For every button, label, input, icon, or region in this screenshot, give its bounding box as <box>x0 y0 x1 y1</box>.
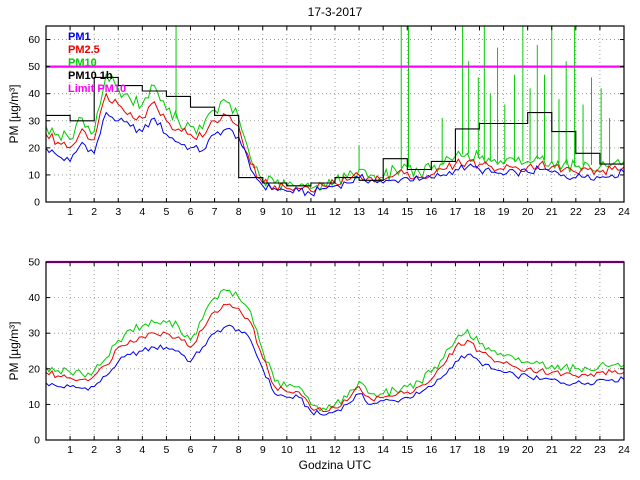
x-tick-label: 8 <box>236 444 242 456</box>
y-tick-label: 40 <box>28 88 40 100</box>
y-tick-label: 0 <box>34 435 40 447</box>
x-tick-label: 18 <box>474 206 486 218</box>
x-tick-label: 16 <box>425 206 437 218</box>
x-tick-label: 23 <box>594 206 606 218</box>
x-tick-label: 6 <box>188 444 194 456</box>
x-tick-label: 7 <box>212 206 218 218</box>
x-tick-label: 8 <box>236 206 242 218</box>
legend-item-pm1: PM1 <box>68 31 91 43</box>
x-tick-label: 14 <box>377 206 389 218</box>
legend-item-pm2-5: PM2.5 <box>68 44 100 56</box>
x-tick-label: 17 <box>450 206 462 218</box>
x-tick-label: 13 <box>353 206 365 218</box>
legend: PM1 PM2.5 PM10 PM10 1h Limit PM10 <box>68 31 126 96</box>
x-tick-label: 18 <box>474 444 486 456</box>
x-tick-label: 10 <box>281 444 293 456</box>
x-tick-label: 11 <box>305 206 316 218</box>
x-tick-label: 19 <box>498 206 510 218</box>
x-tick-label: 9 <box>260 206 266 218</box>
x-tick-label: 4 <box>139 206 145 218</box>
y-tick-label: 30 <box>28 115 40 127</box>
x-tick-label: 21 <box>546 206 558 218</box>
y-tick-label: 20 <box>28 142 40 154</box>
x-tick-label: 19 <box>498 444 510 456</box>
x-tick-label: 14 <box>377 444 389 456</box>
y-tick-label: 10 <box>28 169 40 181</box>
x-tick-label: 1 <box>67 444 73 456</box>
x-tick-label: 24 <box>618 444 630 456</box>
x-tick-label: 9 <box>260 444 266 456</box>
bottom-y-axis-label: PM [µg/m³] <box>7 321 21 381</box>
x-axis-label: Godzina UTC <box>298 458 372 472</box>
x-tick-label: 22 <box>570 444 582 456</box>
x-tick-label: 20 <box>522 206 534 218</box>
x-tick-label: 7 <box>212 444 218 456</box>
x-tick-label: 3 <box>115 444 121 456</box>
y-tick-label: 40 <box>28 292 40 304</box>
x-tick-label: 5 <box>163 206 169 218</box>
x-tick-label: 12 <box>329 206 341 218</box>
top-chart: 1 2 3 4 5 6 7 8 9 10 11 12 13 14 15 16 17 18 19 20 21 22 23 240… <box>28 25 630 218</box>
x-tick-label: 11 <box>305 444 316 456</box>
x-tick-label: 16 <box>425 444 437 456</box>
x-tick-label: 23 <box>594 444 606 456</box>
x-tick-label: 12 <box>329 444 341 456</box>
x-tick-label: 15 <box>401 444 413 456</box>
y-tick-label: 30 <box>28 328 40 340</box>
x-tick-label: 13 <box>353 444 365 456</box>
x-tick-label: 5 <box>163 444 169 456</box>
x-tick-label: 4 <box>139 444 145 456</box>
x-tick-label: 17 <box>450 444 462 456</box>
x-tick-label: 24 <box>618 206 630 218</box>
legend-item-pm10-1h: PM10 1h <box>68 70 113 82</box>
y-tick-label: 10 <box>28 399 40 411</box>
x-tick-label: 2 <box>91 444 97 456</box>
top-y-axis-label: PM [µg/m³] <box>7 84 21 144</box>
chart-title: 17-3-2017 <box>307 5 363 19</box>
x-tick-label: 3 <box>115 206 121 218</box>
x-tick-label: 15 <box>401 206 413 218</box>
x-tick-label: 6 <box>188 206 194 218</box>
legend-item-pm10: PM10 <box>68 57 97 69</box>
y-tick-label: 0 <box>34 197 40 209</box>
bottom-chart: 1 2 3 4 5 6 7 8 9 10 11 12 13 14 15 16 17 18 19 20 21 22 23 240… <box>28 257 630 457</box>
x-tick-label: 2 <box>91 206 97 218</box>
legend-item-limit-pm10: Limit PM10 <box>68 83 127 95</box>
x-tick-label: 20 <box>522 444 534 456</box>
x-tick-label: 1 <box>67 206 73 218</box>
y-tick-label: 50 <box>28 257 40 269</box>
x-tick-label: 10 <box>281 206 293 218</box>
y-tick-label: 60 <box>28 34 40 46</box>
x-tick-label: 21 <box>546 444 558 456</box>
y-tick-label: 20 <box>28 363 40 375</box>
y-tick-label: 50 <box>28 61 40 73</box>
x-tick-label: 22 <box>570 206 582 218</box>
